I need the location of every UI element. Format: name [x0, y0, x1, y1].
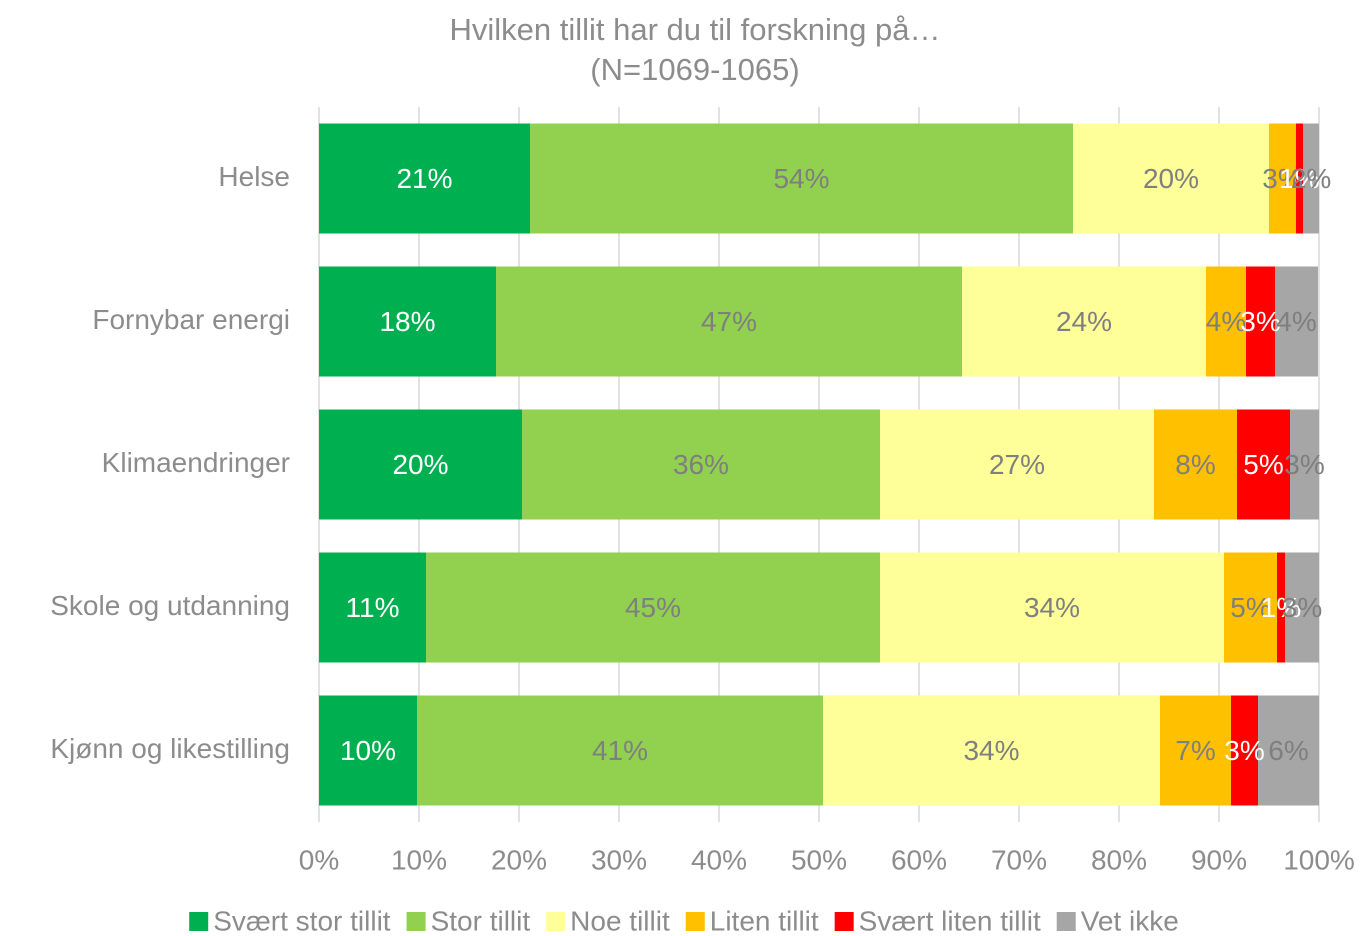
- data-label: 3%: [1224, 735, 1264, 766]
- x-tick-label: 30%: [591, 844, 647, 875]
- data-label: 5%: [1243, 449, 1283, 480]
- bar-segment: [880, 409, 1154, 520]
- legend-label: Noe tillit: [570, 905, 670, 936]
- bar-segment: [1290, 409, 1319, 520]
- bar-segment: [319, 552, 426, 663]
- x-tick-label: 60%: [891, 844, 947, 875]
- legend-label: Stor tillit: [431, 905, 531, 936]
- data-label: 10%: [340, 735, 396, 766]
- legend-swatch: [834, 912, 854, 931]
- data-label: 47%: [701, 306, 757, 337]
- bar-segment: [962, 266, 1206, 377]
- bar-segment: [1160, 695, 1231, 806]
- bar-segment: [1303, 123, 1319, 234]
- legend-swatch: [546, 912, 566, 931]
- bar-segment: [319, 409, 522, 520]
- x-tick-label: 50%: [791, 844, 847, 875]
- data-label: 20%: [1143, 163, 1199, 194]
- bar-segment: [496, 266, 962, 377]
- data-label: 3%: [1262, 163, 1302, 194]
- x-tick-label: 20%: [491, 844, 547, 875]
- bar-segment: [417, 695, 823, 806]
- bar-segment: [530, 123, 1073, 234]
- bar-segment: [426, 552, 880, 663]
- data-label: 5%: [1230, 592, 1270, 623]
- chart-subtitle: (N=1069-1065): [590, 52, 799, 87]
- bar-segment: [823, 695, 1160, 806]
- data-label: 24%: [1056, 306, 1112, 337]
- data-label: 45%: [625, 592, 681, 623]
- legend-label: Svært liten tillit: [859, 905, 1041, 936]
- bar-segment: [1285, 552, 1319, 663]
- data-label: 34%: [1024, 592, 1080, 623]
- bar-segment: [1073, 123, 1269, 234]
- bar-segment: [319, 695, 417, 806]
- legend-swatch: [189, 912, 209, 931]
- data-label: 41%: [592, 735, 648, 766]
- legend-swatch: [1056, 912, 1076, 931]
- y-tick-label: Fornybar energi: [92, 304, 290, 335]
- data-label: 4%: [1276, 306, 1316, 337]
- x-tick-label: 90%: [1191, 844, 1247, 875]
- data-label: 4%: [1206, 306, 1246, 337]
- bar-segment: [1258, 695, 1319, 806]
- y-tick-label: Klimaendringer: [102, 447, 290, 478]
- bar-segment: [1154, 409, 1237, 520]
- bar-segment: [319, 123, 530, 234]
- data-label: 1%: [1261, 592, 1301, 623]
- bar-segment: [1237, 409, 1290, 520]
- bar-segment: [1246, 266, 1275, 377]
- x-tick-label: 70%: [991, 844, 1047, 875]
- bar-segment: [880, 552, 1224, 663]
- bar-segment: [1231, 695, 1258, 806]
- y-tick-label: Kjønn og likestilling: [50, 733, 290, 764]
- legend-label: Vet ikke: [1081, 905, 1179, 936]
- data-label: 6%: [1268, 735, 1308, 766]
- data-label: 21%: [396, 163, 452, 194]
- data-label: 2%: [1291, 163, 1331, 194]
- data-label: 34%: [963, 735, 1019, 766]
- data-label: 20%: [392, 449, 448, 480]
- x-tick-label: 100%: [1283, 844, 1355, 875]
- data-label: 54%: [773, 163, 829, 194]
- bar-segment: [1277, 552, 1285, 663]
- data-label: 3%: [1282, 592, 1322, 623]
- x-tick-label: 10%: [391, 844, 447, 875]
- x-tick-label: 0%: [299, 844, 339, 875]
- bar-segment: [1296, 123, 1303, 234]
- legend-swatch: [406, 912, 426, 931]
- chart-title: Hvilken tillit har du til forskning på…: [449, 12, 940, 47]
- y-tick-label: Helse: [218, 161, 290, 192]
- data-label: 7%: [1175, 735, 1215, 766]
- bar-segment: [1224, 552, 1277, 663]
- bar-segment: [1206, 266, 1246, 377]
- legend-label: Liten tillit: [710, 905, 819, 936]
- y-tick-label: Skole og utdanning: [50, 590, 290, 621]
- bar-segment: [522, 409, 880, 520]
- x-tick-label: 40%: [691, 844, 747, 875]
- data-label: 3%: [1284, 449, 1324, 480]
- data-label: 27%: [989, 449, 1045, 480]
- data-label: 11%: [346, 592, 400, 623]
- legend-label: Svært stor tillit: [213, 905, 391, 936]
- legend: Svært stor tillit Stor tillit Noe tillit Li…: [189, 905, 1179, 936]
- data-label: 3%: [1240, 306, 1280, 337]
- bar-segment: [1269, 123, 1296, 234]
- data-label: 36%: [673, 449, 729, 480]
- legend-swatch: [685, 912, 705, 931]
- bars: [319, 123, 1319, 806]
- bar-segment: [1275, 266, 1318, 377]
- data-label: 1%: [1279, 163, 1319, 194]
- data-label: 18%: [379, 306, 435, 337]
- x-tick-label: 80%: [1091, 844, 1147, 875]
- data-label: 8%: [1175, 449, 1215, 480]
- bar-segment: [319, 266, 496, 377]
